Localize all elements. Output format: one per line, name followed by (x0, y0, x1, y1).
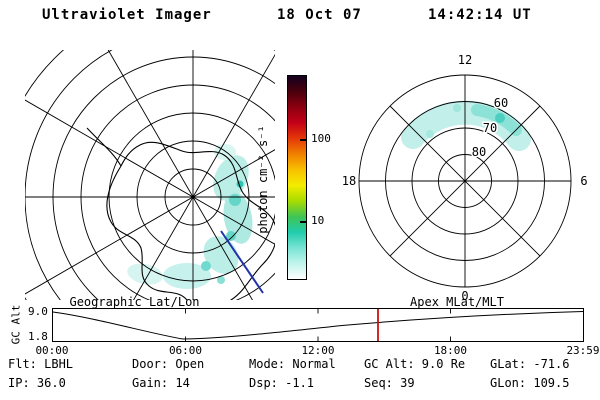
aurora-patch (127, 263, 163, 285)
strip-chart (52, 308, 584, 342)
aurora-spot (229, 194, 241, 206)
xtick-2359: 23:59 (566, 344, 600, 357)
xtick-0600: 06:00 (168, 344, 203, 357)
mlt-label-6: 6 (580, 174, 587, 188)
aurora-patch (163, 263, 211, 289)
status-dsp: Dsp: -1.1 (249, 376, 315, 390)
aurora-spot (201, 261, 211, 271)
mlt-label-0: 0 (461, 289, 468, 303)
colorbar-gradient (287, 75, 307, 280)
strip-chart-frame (52, 308, 584, 342)
status-glon: GLon: 109.5 (490, 376, 570, 390)
status-ip: IP: 36.0 (8, 376, 66, 390)
colorbar-tick-10: 10 (311, 214, 325, 227)
mlat-label-60: 60 (494, 96, 508, 110)
mlat-label-70: 70 (483, 121, 497, 135)
aurora-spot (226, 231, 236, 241)
status-glat: GLat: -71.6 (490, 357, 570, 371)
mag-plot-caption: Apex MLat/MLT (410, 295, 504, 309)
geo-map (25, 50, 275, 300)
aurora-emission-geo (127, 144, 253, 289)
header-time: 14:42:14 UT (428, 7, 532, 23)
header-date: 18 Oct 07 (277, 7, 362, 23)
antarctica-coastline (86, 127, 275, 300)
strip-chart-ytick-min: 1.8 (28, 330, 48, 343)
mlt-label-12: 12 (458, 53, 472, 67)
mlt-spoke (389, 105, 541, 257)
app-title: Ultraviolet Imager (42, 7, 212, 23)
aurora-emission-mag (401, 100, 531, 151)
xtick-1200: 12:00 (301, 344, 335, 357)
strip-chart-hour-ticks (185, 309, 451, 341)
status-gain: Gain: 14 (132, 376, 190, 390)
aurora-spot (217, 276, 225, 284)
status-flt: Flt: LBHL (8, 357, 74, 371)
xtick-1800: 18:00 (433, 344, 468, 357)
mag-graticule (358, 74, 572, 288)
geo-graticule (25, 50, 275, 300)
status-gc-alt: GC Alt: 9.0 Re (364, 357, 466, 371)
aurora-patch (223, 192, 253, 244)
mlt-label-18: 18 (342, 174, 356, 188)
aurora-spot (426, 130, 434, 138)
meridian-line (25, 99, 275, 245)
strip-chart-ytick-max: 9.0 (28, 305, 48, 318)
xtick-0000: 00:00 (35, 344, 69, 357)
mlat-label-80: 80 (472, 145, 486, 159)
status-mode: Mode: Normal (249, 357, 336, 371)
aurora-spot (453, 104, 461, 112)
strip-chart-y-axis-label: GC Alt (9, 304, 23, 345)
colorbar-unit-label: photon cm⁻² s⁻¹ (256, 125, 270, 234)
aurora-spot (495, 113, 505, 123)
mag-plot: 12 0 18 6 60 70 80 (340, 52, 589, 305)
orbit-track (220, 230, 264, 294)
geo-map-caption: Geographic Lat/Lon (69, 295, 200, 309)
altitude-curve (52, 311, 584, 340)
colorbar-tick-100: 100 (311, 132, 331, 145)
status-door: Door: Open (132, 357, 205, 371)
status-seq: Seq: 39 (364, 376, 415, 390)
colorbar-tick-mark (300, 139, 307, 141)
colorbar-tick-mark (300, 221, 307, 223)
